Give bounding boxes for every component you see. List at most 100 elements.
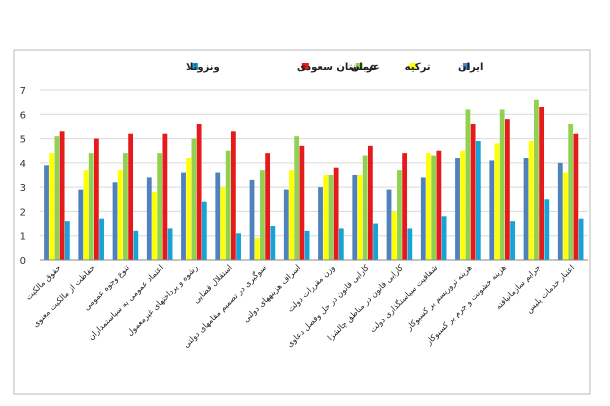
bar: [162, 133, 168, 260]
bar: [357, 175, 363, 260]
y-tick-label: 3: [20, 183, 26, 194]
bar: [544, 199, 550, 260]
bar: [441, 216, 447, 260]
bar: [494, 143, 500, 260]
bar: [426, 153, 431, 260]
bar: [186, 158, 192, 260]
chart-frame: [13, 49, 591, 395]
bar: [299, 145, 305, 260]
bar: [539, 107, 545, 260]
bar: [333, 167, 339, 260]
bar: [407, 228, 413, 260]
bar: [391, 211, 397, 260]
bar: [523, 158, 529, 260]
bar: [465, 109, 471, 260]
bar: [489, 160, 495, 260]
bar: [338, 228, 344, 260]
bar: [528, 141, 534, 260]
bar: [133, 230, 139, 260]
legend-swatch: [409, 63, 417, 70]
bar: [386, 189, 392, 260]
bar: [294, 136, 300, 260]
bar: [460, 150, 466, 260]
bar: [362, 155, 368, 260]
bar: [265, 153, 271, 260]
bar: [397, 170, 402, 260]
legend-label: ونزوئلا: [186, 62, 220, 73]
bar: [323, 175, 329, 260]
bar: [260, 170, 265, 260]
bar: [568, 124, 574, 260]
bar: [420, 177, 426, 260]
bar: [270, 226, 276, 260]
legend-swatch: [355, 63, 363, 70]
bar: [196, 124, 202, 260]
y-tick-label: 0: [20, 256, 26, 267]
bar: [191, 138, 197, 260]
bar: [373, 223, 378, 260]
bar: [318, 187, 323, 260]
bar: [304, 230, 310, 260]
legend-label: ایران: [458, 62, 483, 73]
bar: [328, 175, 334, 260]
bar: [499, 109, 505, 260]
y-axis-ticks: 0 1 2 3 4 5 6 7: [20, 86, 26, 267]
bar: [157, 153, 163, 260]
bar: [367, 145, 373, 260]
bar: [402, 153, 408, 260]
legend-swatch: [463, 63, 470, 70]
bar: [117, 170, 123, 260]
bar: [249, 179, 255, 260]
y-tick-label: 4: [20, 159, 26, 170]
bar: [534, 99, 539, 260]
bar: [54, 136, 60, 260]
legend-label: ترکیه: [405, 62, 431, 73]
y-tick-label: 5: [20, 135, 26, 146]
bar: [93, 138, 99, 260]
bar: [49, 153, 55, 260]
bar: [201, 201, 207, 260]
bar: [563, 172, 568, 260]
bar: [123, 153, 128, 260]
bar: [225, 150, 231, 260]
bar: [436, 150, 442, 260]
y-tick-label: 2: [20, 207, 26, 218]
bar: [455, 158, 460, 260]
bar: [112, 182, 118, 260]
bar: [431, 155, 437, 260]
y-tick-label: 7: [20, 86, 26, 97]
legend-label: عربستان سعودی: [297, 62, 380, 73]
bar: [230, 131, 236, 260]
bar: [573, 133, 579, 260]
bar: [44, 165, 49, 260]
bar: [215, 172, 221, 260]
bar: [146, 177, 152, 260]
bar: [470, 124, 476, 260]
bar: [88, 153, 94, 260]
bar: [167, 228, 173, 260]
bar: [83, 170, 89, 260]
y-tick-label: 1: [20, 232, 26, 243]
bar: [352, 175, 358, 260]
bar: [99, 218, 104, 260]
legend-label: عمان: [351, 62, 377, 73]
bar: [128, 133, 134, 260]
bar: [181, 172, 186, 260]
y-tick-label: 6: [20, 110, 26, 121]
bar: [289, 170, 294, 260]
bar: [283, 189, 289, 260]
bar: [510, 221, 515, 260]
bar: [254, 238, 260, 260]
bar: [64, 221, 70, 260]
bar: [504, 119, 510, 261]
legend-swatch: [190, 63, 198, 70]
bars: [44, 99, 584, 261]
bar: [152, 192, 157, 260]
bar: [578, 218, 584, 260]
bar: [475, 141, 481, 260]
bar: [220, 187, 226, 260]
bar: [557, 162, 563, 260]
